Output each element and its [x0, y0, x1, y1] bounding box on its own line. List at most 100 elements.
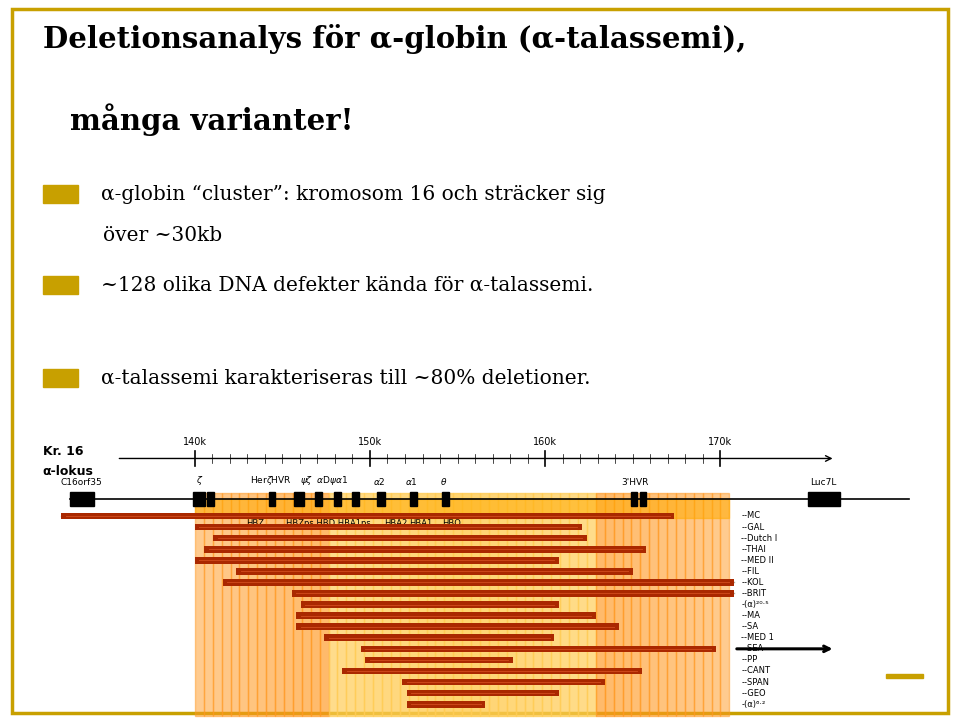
- Text: ~128 olika DNA defekter kända för α-talassemi.: ~128 olika DNA defekter kända för α-tala…: [101, 276, 593, 295]
- Bar: [721, 493, 730, 716]
- Bar: [337, 493, 347, 716]
- Bar: [320, 493, 328, 716]
- Text: --SA: --SA: [741, 622, 758, 631]
- Bar: [204, 493, 213, 716]
- Text: α-globin “cluster”: kromosom 16 och sträcker sig: α-globin “cluster”: kromosom 16 och strä…: [101, 185, 606, 204]
- Bar: [632, 493, 640, 716]
- Text: Her$\zeta$HVR: Her$\zeta$HVR: [251, 474, 292, 487]
- Bar: [613, 493, 622, 716]
- Bar: [534, 493, 542, 716]
- Bar: [355, 493, 364, 716]
- Bar: [471, 493, 480, 716]
- Bar: [407, 701, 485, 708]
- Bar: [407, 690, 559, 697]
- Bar: [453, 493, 462, 716]
- Text: --SPAN: --SPAN: [741, 677, 769, 687]
- Bar: [43, 276, 78, 294]
- Bar: [297, 623, 619, 630]
- Text: --BRIT: --BRIT: [741, 589, 766, 598]
- Bar: [324, 635, 554, 641]
- Bar: [239, 493, 249, 716]
- Bar: [382, 493, 391, 716]
- Text: 160k: 160k: [533, 437, 557, 447]
- Bar: [676, 493, 684, 716]
- Bar: [694, 493, 703, 716]
- Text: C16orf35: C16orf35: [60, 479, 103, 487]
- Bar: [631, 492, 637, 506]
- Text: HBA1: HBA1: [409, 518, 432, 528]
- Bar: [622, 493, 632, 716]
- Text: $\alpha$1: $\alpha$1: [405, 477, 418, 487]
- Bar: [295, 492, 303, 506]
- Bar: [292, 590, 734, 597]
- Bar: [293, 493, 301, 716]
- Bar: [807, 492, 840, 506]
- Text: --PP: --PP: [741, 656, 757, 664]
- Bar: [444, 493, 453, 716]
- Bar: [195, 523, 582, 531]
- Bar: [489, 493, 498, 716]
- Bar: [649, 493, 659, 716]
- Bar: [195, 493, 204, 716]
- Bar: [578, 493, 587, 716]
- Text: $\psi\zeta$  $\alpha$D$\psi\alpha$1: $\psi\zeta$ $\alpha$D$\psi\alpha$1: [300, 474, 348, 487]
- Text: över ~30kb: över ~30kb: [103, 226, 222, 245]
- Bar: [684, 493, 694, 716]
- Bar: [659, 493, 667, 716]
- Text: --MED II: --MED II: [741, 556, 774, 565]
- Bar: [667, 493, 676, 716]
- Bar: [351, 492, 359, 506]
- Bar: [551, 493, 560, 716]
- Text: $\alpha$2: $\alpha$2: [372, 477, 386, 487]
- Bar: [195, 499, 730, 518]
- Text: 150k: 150k: [358, 437, 382, 447]
- Bar: [328, 493, 337, 716]
- Text: -(α)²⁰·⁵: -(α)²⁰·⁵: [741, 600, 769, 609]
- Bar: [223, 579, 734, 586]
- Bar: [442, 492, 449, 506]
- Bar: [249, 493, 257, 716]
- Text: Deletionsanalys för α-globin (α-talassemi),: Deletionsanalys för α-globin (α-talassem…: [43, 24, 746, 53]
- Text: 170k: 170k: [708, 437, 732, 447]
- Bar: [507, 493, 516, 716]
- Text: --MA: --MA: [741, 611, 760, 620]
- Bar: [266, 493, 276, 716]
- Text: --MC: --MC: [741, 511, 760, 521]
- Bar: [409, 493, 418, 716]
- Bar: [640, 492, 646, 506]
- Bar: [206, 492, 214, 506]
- Bar: [498, 493, 507, 716]
- Bar: [605, 493, 613, 716]
- Text: HBQ: HBQ: [442, 518, 461, 528]
- Bar: [373, 493, 382, 716]
- Bar: [297, 612, 596, 619]
- Text: --THAI: --THAI: [741, 544, 766, 554]
- Text: --CANT: --CANT: [741, 666, 770, 676]
- Text: Luc7L: Luc7L: [810, 479, 836, 487]
- Bar: [70, 492, 93, 506]
- Text: --FIL: --FIL: [741, 567, 759, 576]
- Bar: [366, 656, 513, 664]
- Bar: [542, 493, 551, 716]
- Bar: [311, 493, 320, 716]
- Bar: [284, 493, 293, 716]
- Text: HBA2: HBA2: [384, 518, 407, 528]
- Bar: [418, 493, 426, 716]
- Bar: [204, 546, 646, 552]
- Bar: [569, 493, 578, 716]
- Bar: [886, 674, 923, 678]
- Bar: [399, 493, 409, 716]
- Text: HBZps HBD HBA1ps: HBZps HBD HBA1ps: [286, 518, 371, 528]
- Text: -(α)⁶·²: -(α)⁶·²: [741, 700, 766, 709]
- Text: Kr. 16: Kr. 16: [43, 445, 84, 458]
- Text: 140k: 140k: [182, 437, 207, 447]
- Text: --GEO: --GEO: [741, 689, 766, 697]
- Bar: [213, 493, 222, 716]
- Bar: [61, 513, 674, 519]
- Bar: [402, 679, 605, 685]
- Bar: [711, 493, 721, 716]
- Bar: [315, 492, 322, 506]
- Text: α-talassemi karakteriseras till ~80% deletioner.: α-talassemi karakteriseras till ~80% del…: [101, 368, 590, 388]
- Bar: [269, 492, 276, 506]
- Text: HBZ: HBZ: [246, 518, 264, 528]
